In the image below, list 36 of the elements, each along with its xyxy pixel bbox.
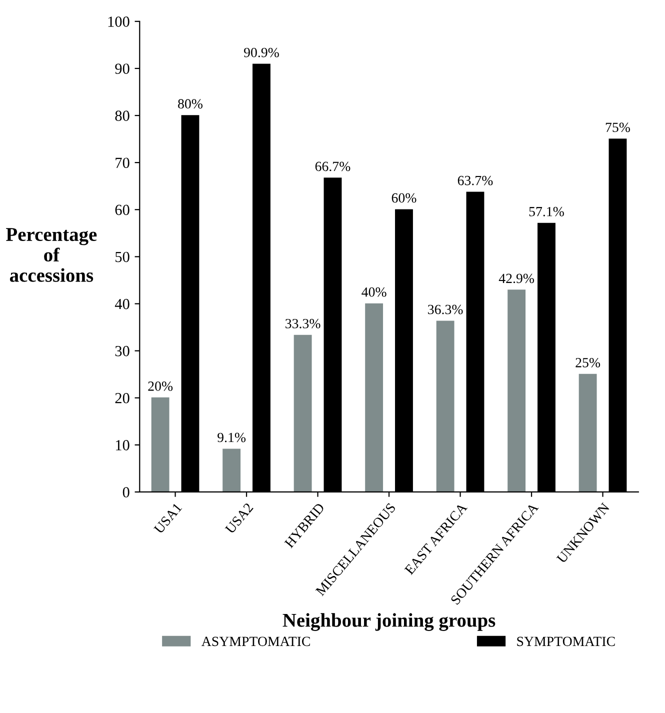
bar — [365, 303, 384, 492]
bar — [222, 448, 241, 492]
data-label: 57.1% — [529, 206, 564, 216]
bar — [578, 374, 597, 492]
data-label: 60% — [392, 193, 416, 203]
y-tick-label: 20 — [115, 392, 130, 404]
data-label: 90.9% — [244, 48, 279, 58]
data-label: 25% — [576, 358, 600, 368]
data-label: 33.3% — [286, 318, 320, 328]
data-label: 9.1% — [218, 432, 246, 442]
bar — [508, 290, 526, 492]
y-tick-label: 50 — [116, 252, 130, 262]
y-tick-label: 90 — [115, 64, 130, 74]
data-label: 80% — [178, 99, 202, 109]
data-label: 63.7% — [458, 176, 493, 186]
data-label: 40% — [362, 287, 386, 297]
data-label: 20% — [148, 381, 173, 391]
y-tick-label: 10 — [116, 440, 130, 450]
y-tick-label: 30 — [115, 346, 130, 356]
bar — [294, 334, 312, 492]
data-label: 66.7% — [315, 162, 350, 172]
data-label: 75% — [606, 122, 630, 132]
data-label: 42.9% — [498, 274, 534, 284]
data-label: 36.3% — [428, 304, 463, 314]
y-tick-label: 70 — [116, 158, 130, 168]
y-axis-title: Percentage of accessions — [6, 228, 97, 282]
legend-label: ASYMPTOMATIC — [202, 636, 310, 646]
bar — [151, 397, 170, 492]
bar — [436, 320, 454, 492]
y-tick-label: 40 — [114, 298, 130, 310]
y-tick-label: 80 — [115, 110, 130, 121]
legend-label: SYMPTOMATIC — [517, 636, 615, 646]
y-tick-label: 0 — [122, 487, 130, 498]
y-tick-label: 100 — [108, 16, 130, 27]
x-axis-title: Neighbour joining groups — [282, 613, 496, 631]
y-tick-label: 60 — [115, 204, 130, 216]
